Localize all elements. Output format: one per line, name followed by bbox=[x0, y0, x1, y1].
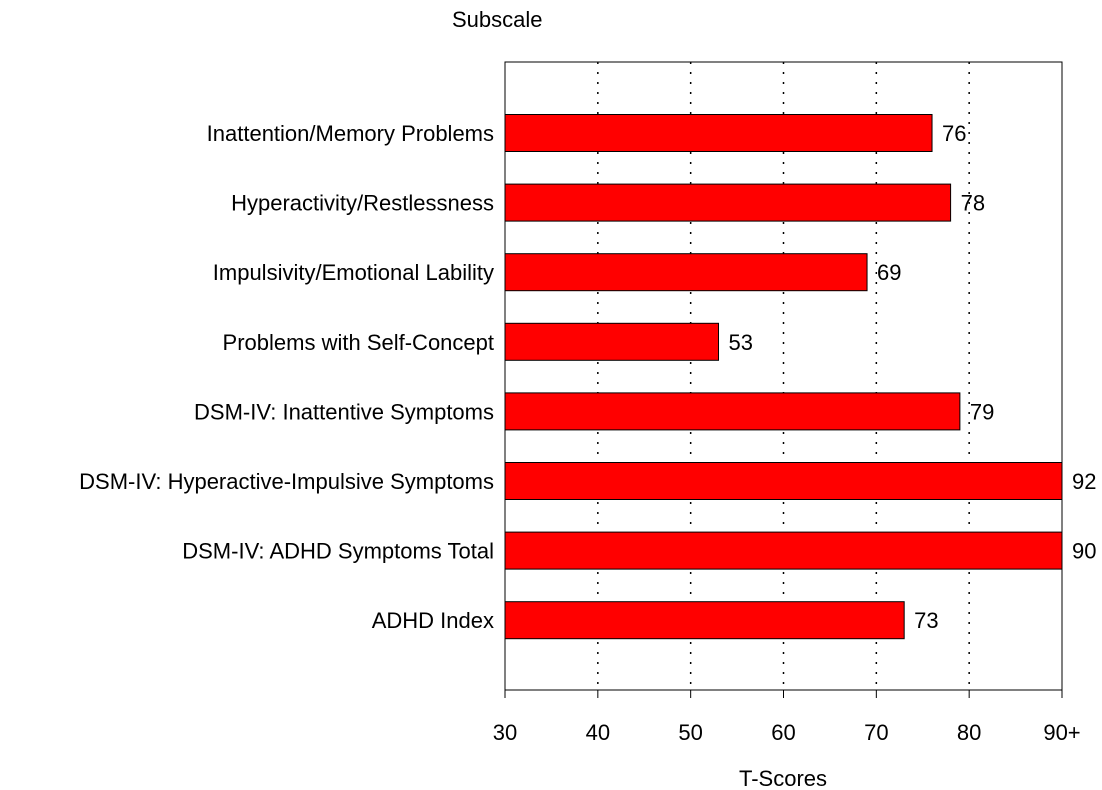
category-label: ADHD Index bbox=[372, 608, 494, 633]
bar bbox=[504, 114, 933, 152]
bar-value-label: 92 bbox=[1072, 469, 1096, 494]
bar bbox=[504, 601, 905, 640]
x-axis: 30 40 50 60 70 80 90+ bbox=[493, 690, 1081, 745]
bars: Inattention/Memory Problems 76 Hyperactivi… bbox=[79, 114, 1096, 640]
x-tick-label: 50 bbox=[678, 720, 702, 745]
x-tick-label: 30 bbox=[493, 720, 517, 745]
bar-value-label: 78 bbox=[961, 191, 985, 216]
bar bbox=[504, 392, 961, 431]
bar bbox=[504, 531, 1063, 570]
category-label: Impulsivity/Emotional Lability bbox=[213, 260, 494, 285]
bar bbox=[504, 462, 1063, 500]
category-label: DSM-IV: ADHD Symptoms Total bbox=[182, 539, 494, 564]
category-label: Hyperactivity/Restlessness bbox=[231, 191, 494, 216]
bar bbox=[504, 253, 868, 292]
x-tick-label: 90+ bbox=[1043, 720, 1080, 745]
bar-value-label: 76 bbox=[942, 121, 966, 146]
x-tick-label: 80 bbox=[957, 720, 981, 745]
bar-value-label: 53 bbox=[729, 330, 753, 355]
bar bbox=[504, 322, 720, 361]
category-label: Problems with Self-Concept bbox=[223, 330, 494, 355]
x-tick-label: 40 bbox=[586, 720, 610, 745]
grid-lines bbox=[597, 62, 970, 690]
x-tick-label: 70 bbox=[864, 720, 888, 745]
bar-value-label: 79 bbox=[970, 399, 994, 424]
x-axis-label: T-Scores bbox=[739, 766, 827, 790]
bar-value-label: 90 bbox=[1072, 539, 1096, 564]
plot-frame bbox=[504, 61, 1063, 691]
bar bbox=[504, 183, 952, 222]
x-tick-label: 60 bbox=[771, 720, 795, 745]
bar-value-label: 73 bbox=[914, 608, 938, 633]
category-label: Inattention/Memory Problems bbox=[207, 121, 494, 146]
category-label: DSM-IV: Inattentive Symptoms bbox=[194, 399, 494, 424]
chart-title: Subscale bbox=[452, 7, 543, 32]
category-label: DSM-IV: Hyperactive-Impulsive Symptoms bbox=[79, 469, 494, 494]
bar-value-label: 69 bbox=[877, 260, 901, 285]
